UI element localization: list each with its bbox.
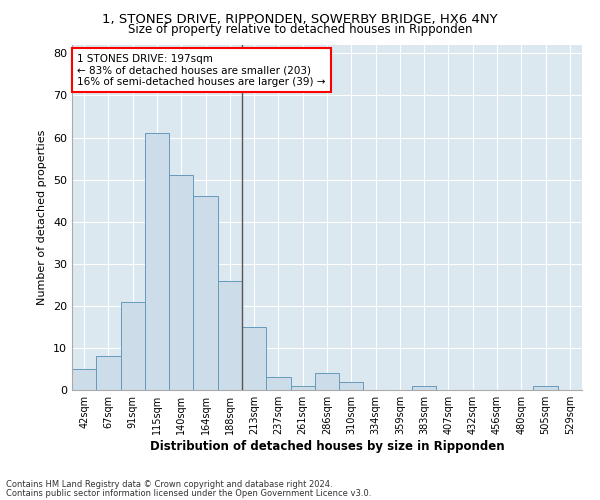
Bar: [412, 386, 436, 390]
Text: Contains public sector information licensed under the Open Government Licence v3: Contains public sector information licen…: [6, 489, 371, 498]
X-axis label: Distribution of detached houses by size in Ripponden: Distribution of detached houses by size …: [149, 440, 505, 453]
Bar: [533, 386, 558, 390]
Text: 1 STONES DRIVE: 197sqm
← 83% of detached houses are smaller (203)
16% of semi-de: 1 STONES DRIVE: 197sqm ← 83% of detached…: [77, 54, 326, 87]
Bar: [169, 176, 193, 390]
Bar: [218, 280, 242, 390]
Bar: [72, 369, 96, 390]
Text: 1, STONES DRIVE, RIPPONDEN, SOWERBY BRIDGE, HX6 4NY: 1, STONES DRIVE, RIPPONDEN, SOWERBY BRID…: [102, 12, 498, 26]
Bar: [145, 134, 169, 390]
Bar: [121, 302, 145, 390]
Bar: [266, 378, 290, 390]
Bar: [193, 196, 218, 390]
Bar: [290, 386, 315, 390]
Bar: [96, 356, 121, 390]
Text: Size of property relative to detached houses in Ripponden: Size of property relative to detached ho…: [128, 22, 472, 36]
Bar: [339, 382, 364, 390]
Bar: [315, 373, 339, 390]
Bar: [242, 327, 266, 390]
Text: Contains HM Land Registry data © Crown copyright and database right 2024.: Contains HM Land Registry data © Crown c…: [6, 480, 332, 489]
Y-axis label: Number of detached properties: Number of detached properties: [37, 130, 47, 305]
